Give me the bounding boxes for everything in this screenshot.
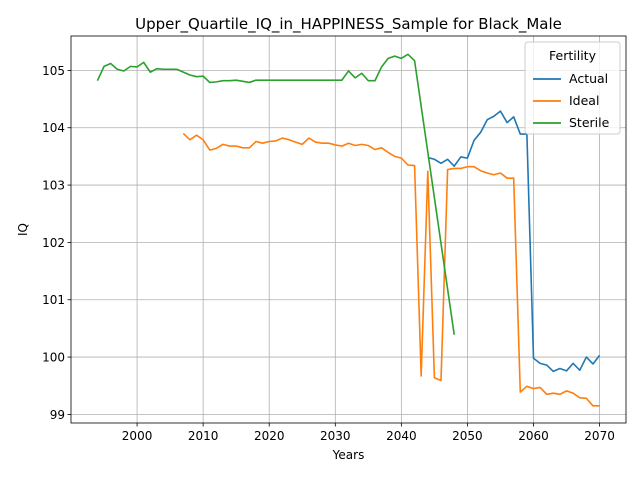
x-tick-label: 2000 — [122, 429, 153, 443]
chart-title: Upper_Quartile_IQ_in_HAPPINESS_Sample fo… — [135, 15, 562, 34]
legend-label-actual: Actual — [569, 71, 608, 86]
x-axis: 2000 2010 2020 2030 2040 2050 2060 2070 — [122, 423, 615, 443]
y-tick-label: 102 — [42, 236, 65, 250]
y-tick-label: 101 — [42, 293, 65, 307]
series-layer — [96, 53, 601, 407]
x-tick-label: 2030 — [320, 429, 351, 443]
series-line-ideal — [182, 132, 600, 407]
legend-label-sterile: Sterile — [569, 115, 610, 130]
plot-frame — [70, 35, 627, 424]
series-line-actual — [427, 110, 601, 373]
x-tick-label: 2020 — [254, 429, 285, 443]
y-tick-label: 103 — [42, 179, 65, 193]
x-tick-label: 2050 — [452, 429, 483, 443]
x-tick-label: 2040 — [386, 429, 417, 443]
y-tick-label: 104 — [42, 121, 65, 135]
y-tick-label: 100 — [42, 351, 65, 365]
y-tick-label: 105 — [42, 64, 65, 78]
x-axis-label: Years — [332, 448, 365, 462]
x-tick-label: 2010 — [188, 429, 219, 443]
legend-box — [524, 41, 621, 135]
y-tick-label: 99 — [50, 408, 65, 422]
y-axis: 99 100 101 102 103 104 105 — [42, 64, 71, 422]
x-tick-label: 2060 — [518, 429, 549, 443]
legend: Fertility Actual Ideal Sterile — [524, 41, 621, 135]
legend-items: Actual Ideal Sterile — [533, 71, 610, 130]
series-line-sterile — [96, 53, 456, 335]
legend-title: Fertility — [549, 48, 597, 63]
legend-label-ideal: Ideal — [569, 93, 599, 108]
x-tick-label: 2070 — [584, 429, 615, 443]
y-axis-label: IQ — [16, 223, 30, 236]
